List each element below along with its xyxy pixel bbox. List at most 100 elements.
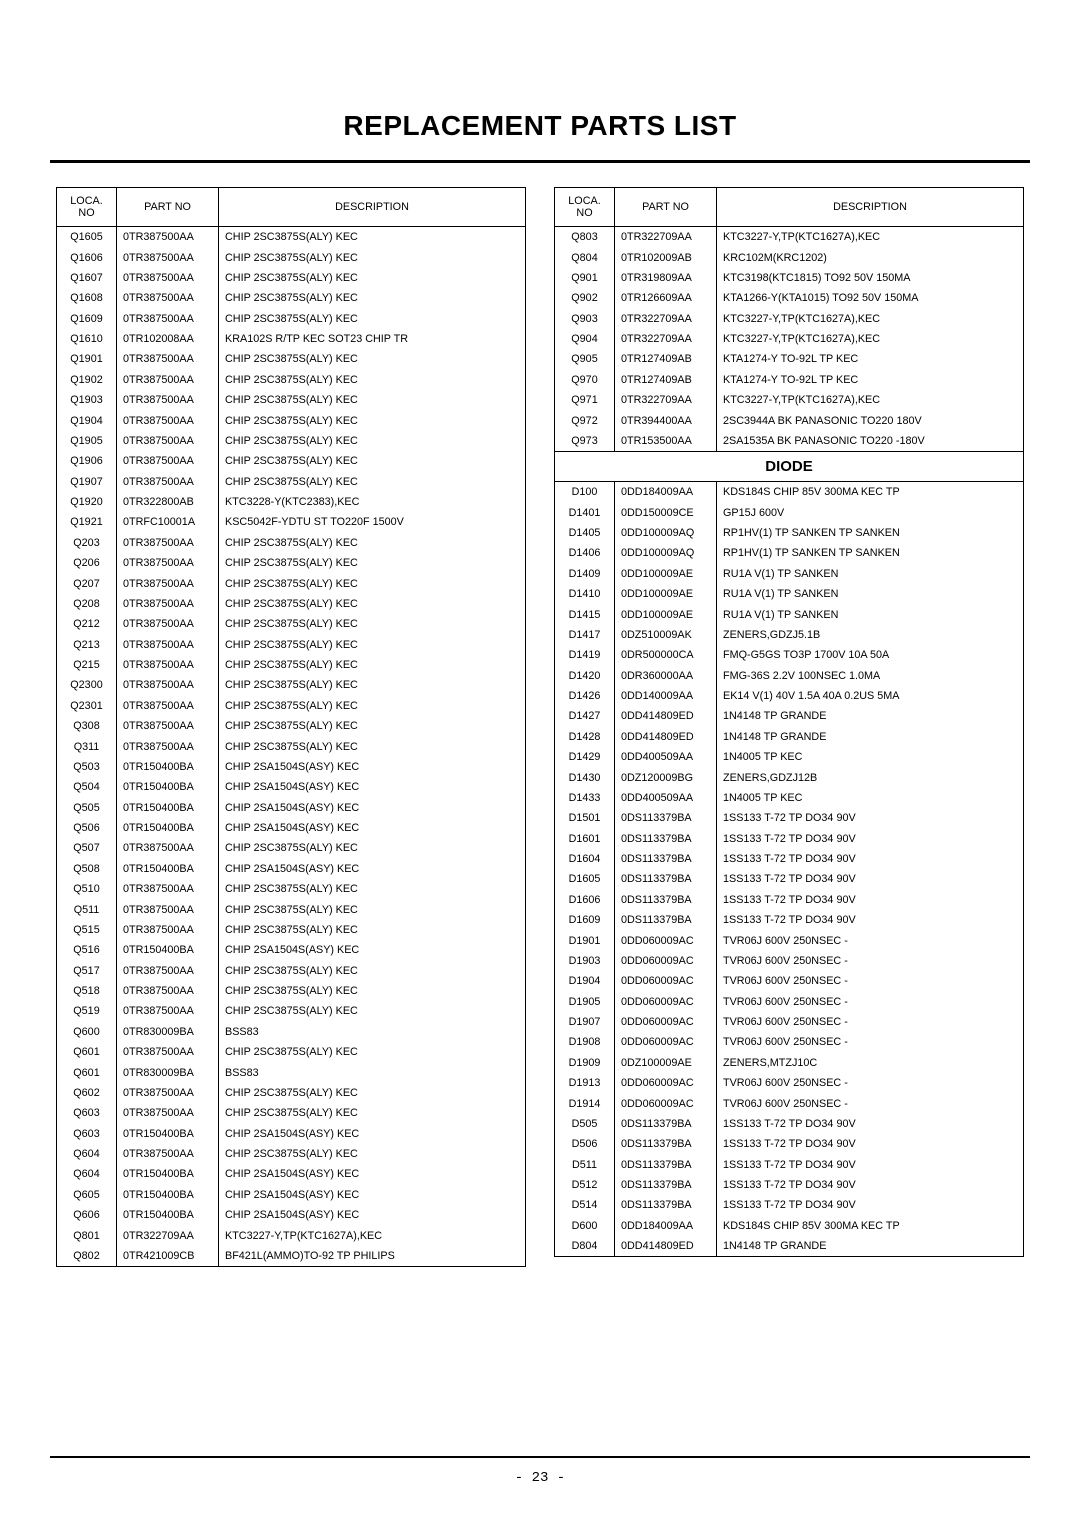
cell-loca: Q602 bbox=[57, 1083, 117, 1103]
cell-partno: 0TR421009CB bbox=[117, 1246, 219, 1267]
cell-desc: TVR06J 600V 250NSEC - bbox=[717, 1012, 1024, 1032]
cell-desc: 1SS133 T-72 TP DO34 90V bbox=[717, 849, 1024, 869]
cell-desc: 1SS133 T-72 TP DO34 90V bbox=[717, 1134, 1024, 1154]
table-row: Q19020TR387500AACHIP 2SC3875S(ALY) KEC bbox=[57, 370, 526, 390]
cell-partno: 0TR387500AA bbox=[117, 370, 219, 390]
table-row: Q2150TR387500AACHIP 2SC3875S(ALY) KEC bbox=[57, 655, 526, 675]
cell-loca: D1420 bbox=[555, 666, 615, 686]
cell-partno: 0DD414809ED bbox=[615, 1236, 717, 1257]
table-row: D14290DD400509AA1N4005 TP KEC bbox=[555, 747, 1024, 767]
cell-partno: 0DD060009AC bbox=[615, 1073, 717, 1093]
cell-desc: CHIP 2SC3875S(ALY) KEC bbox=[219, 716, 526, 736]
cell-loca: Q508 bbox=[57, 859, 117, 879]
cell-loca: Q801 bbox=[57, 1225, 117, 1245]
cell-loca: Q1608 bbox=[57, 288, 117, 308]
page-title: REPLACEMENT PARTS LIST bbox=[50, 110, 1030, 142]
cell-desc: CHIP 2SC3875S(ALY) KEC bbox=[219, 451, 526, 471]
cell-desc: CHIP 2SC3875S(ALY) KEC bbox=[219, 920, 526, 940]
cell-desc: KTC3228-Y(KTC2383),KEC bbox=[219, 492, 526, 512]
table-row: D14170DZ510009AKZENERS,GDZJ5.1B bbox=[555, 625, 1024, 645]
table-row: D19130DD060009ACTVR06J 600V 250NSEC - bbox=[555, 1073, 1024, 1093]
table-row: Q16080TR387500AACHIP 2SC3875S(ALY) KEC bbox=[57, 288, 526, 308]
cell-loca: Q1921 bbox=[57, 512, 117, 532]
table-row: D19050DD060009ACTVR06J 600V 250NSEC - bbox=[555, 992, 1024, 1012]
table-row: Q6050TR150400BACHIP 2SA1504S(ASY) KEC bbox=[57, 1185, 526, 1205]
cell-loca: D100 bbox=[555, 482, 615, 503]
cell-loca: Q903 bbox=[555, 309, 615, 329]
cell-desc: ZENERS,GDZJ12B bbox=[717, 767, 1024, 787]
cell-desc: CHIP 2SC3875S(ALY) KEC bbox=[219, 553, 526, 573]
table-row: Q5080TR150400BACHIP 2SA1504S(ASY) KEC bbox=[57, 859, 526, 879]
table-row: Q3080TR387500AACHIP 2SC3875S(ALY) KEC bbox=[57, 716, 526, 736]
cell-loca: Q518 bbox=[57, 981, 117, 1001]
cell-partno: 0TR126609AA bbox=[615, 288, 717, 308]
table-row: Q16060TR387500AACHIP 2SC3875S(ALY) KEC bbox=[57, 247, 526, 267]
cell-partno: 0TR387500AA bbox=[117, 431, 219, 451]
table-row: Q5070TR387500AACHIP 2SC3875S(ALY) KEC bbox=[57, 838, 526, 858]
table-row: D19080DD060009ACTVR06J 600V 250NSEC - bbox=[555, 1032, 1024, 1052]
cell-desc: KTA1274-Y TO-92L TP KEC bbox=[717, 349, 1024, 369]
cell-partno: 0TR387500AA bbox=[117, 1001, 219, 1021]
cell-partno: 0DD060009AC bbox=[615, 951, 717, 971]
cell-loca: Q203 bbox=[57, 533, 117, 553]
cell-desc: CHIP 2SC3875S(ALY) KEC bbox=[219, 1103, 526, 1123]
table-row: Q8020TR421009CBBF421L(AMMO)TO-92 TP PHIL… bbox=[57, 1246, 526, 1267]
cell-desc: BSS83 bbox=[219, 1022, 526, 1042]
table-row: Q9710TR322709AAKTC3227-Y,TP(KTC1627A),KE… bbox=[555, 390, 1024, 410]
cell-loca: D1417 bbox=[555, 625, 615, 645]
cell-desc: TVR06J 600V 250NSEC - bbox=[717, 1032, 1024, 1052]
cell-partno: 0DD060009AC bbox=[615, 930, 717, 950]
cell-loca: D511 bbox=[555, 1155, 615, 1175]
cell-partno: 0TR830009BA bbox=[117, 1022, 219, 1042]
cell-loca: Q603 bbox=[57, 1103, 117, 1123]
cell-desc: 1SS133 T-72 TP DO34 90V bbox=[717, 910, 1024, 930]
table-row: Q19070TR387500AACHIP 2SC3875S(ALY) KEC bbox=[57, 472, 526, 492]
cell-desc: KTC3227-Y,TP(KTC1627A),KEC bbox=[219, 1225, 526, 1245]
cell-partno: 0TR387500AA bbox=[117, 716, 219, 736]
cell-desc: CHIP 2SC3875S(ALY) KEC bbox=[219, 635, 526, 655]
left-column: LOCA. NO PART NO DESCRIPTION Q1605 0TR387… bbox=[56, 187, 526, 1267]
cell-desc: KTC3227-Y,TP(KTC1627A),KEC bbox=[717, 309, 1024, 329]
cell-loca: D1426 bbox=[555, 686, 615, 706]
cell-loca: D1908 bbox=[555, 1032, 615, 1052]
cell-desc: KRC102M(KRC1202) bbox=[717, 247, 1024, 267]
cell-loca: D1433 bbox=[555, 788, 615, 808]
table-row: Q6060TR150400BACHIP 2SA1504S(ASY) KEC bbox=[57, 1205, 526, 1225]
cell-loca: D1405 bbox=[555, 523, 615, 543]
table-row: D14300DZ120009BGZENERS,GDZJ12B bbox=[555, 767, 1024, 787]
cell-desc: CHIP 2SA1504S(ASY) KEC bbox=[219, 1164, 526, 1184]
cell-loca: Q1905 bbox=[57, 431, 117, 451]
cell-loca: Q1904 bbox=[57, 410, 117, 430]
cell-loca: Q504 bbox=[57, 777, 117, 797]
table-row: D16040DS113379BA1SS133 T-72 TP DO34 90V bbox=[555, 849, 1024, 869]
cell-loca: Q515 bbox=[57, 920, 117, 940]
table-row: Q5050TR150400BACHIP 2SA1504S(ASY) KEC bbox=[57, 798, 526, 818]
cell-loca: D1901 bbox=[555, 930, 615, 950]
table-row: Q6030TR387500AACHIP 2SC3875S(ALY) KEC bbox=[57, 1103, 526, 1123]
cell-desc: CHIP 2SA1504S(ASY) KEC bbox=[219, 1205, 526, 1225]
cell-loca: Q1906 bbox=[57, 451, 117, 471]
cell-partno: 0TR387500AA bbox=[117, 553, 219, 573]
cell-desc: CHIP 2SC3875S(ALY) KEC bbox=[219, 472, 526, 492]
table-row: D14100DD100009AERU1A V(1) TP SANKEN bbox=[555, 584, 1024, 604]
cell-partno: 0DZ120009BG bbox=[615, 767, 717, 787]
cell-loca: D512 bbox=[555, 1175, 615, 1195]
cell-loca: D1430 bbox=[555, 767, 615, 787]
cell-desc: CHIP 2SC3875S(ALY) KEC bbox=[219, 410, 526, 430]
cell-partno: 0DS113379BA bbox=[615, 869, 717, 889]
cell-partno: 0DD100009AE bbox=[615, 584, 717, 604]
cell-desc: 1SS133 T-72 TP DO34 90V bbox=[717, 1175, 1024, 1195]
cell-partno: 0DD414809ED bbox=[615, 706, 717, 726]
cell-loca: Q510 bbox=[57, 879, 117, 899]
cell-partno: 0DD400509AA bbox=[615, 747, 717, 767]
cell-desc: CHIP 2SC3875S(ALY) KEC bbox=[219, 961, 526, 981]
table-row: D6000DD184009AAKDS184S CHIP 85V 300MA KE… bbox=[555, 1216, 1024, 1236]
left-header-row: LOCA. NO PART NO DESCRIPTION bbox=[57, 188, 526, 227]
cell-loca: Q1605 bbox=[57, 227, 117, 248]
table-row: Q9040TR322709AAKTC3227-Y,TP(KTC1627A),KE… bbox=[555, 329, 1024, 349]
table-row: D16010DS113379BA1SS133 T-72 TP DO34 90V bbox=[555, 829, 1024, 849]
cell-partno: 0DR500000CA bbox=[615, 645, 717, 665]
cell-partno: 0TR150400BA bbox=[117, 1205, 219, 1225]
cell-desc: CHIP 2SC3875S(ALY) KEC bbox=[219, 431, 526, 451]
cell-desc: 1SS133 T-72 TP DO34 90V bbox=[717, 1155, 1024, 1175]
